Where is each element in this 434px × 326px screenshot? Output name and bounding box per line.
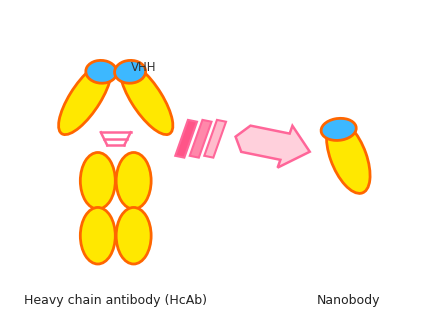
Ellipse shape: [80, 153, 115, 209]
Bar: [175, 120, 197, 158]
Ellipse shape: [320, 118, 355, 141]
Text: VHH: VHH: [130, 61, 156, 74]
Ellipse shape: [326, 120, 369, 193]
Bar: [189, 120, 211, 158]
Ellipse shape: [114, 60, 145, 83]
Ellipse shape: [116, 207, 151, 264]
Ellipse shape: [120, 62, 172, 135]
Bar: [204, 120, 226, 158]
Text: Heavy chain antibody (HcAb): Heavy chain antibody (HcAb): [24, 294, 207, 307]
Ellipse shape: [116, 153, 151, 209]
Text: Nanobody: Nanobody: [316, 294, 379, 307]
Polygon shape: [235, 126, 309, 168]
Ellipse shape: [85, 60, 117, 83]
Ellipse shape: [59, 62, 111, 135]
Ellipse shape: [80, 207, 115, 264]
